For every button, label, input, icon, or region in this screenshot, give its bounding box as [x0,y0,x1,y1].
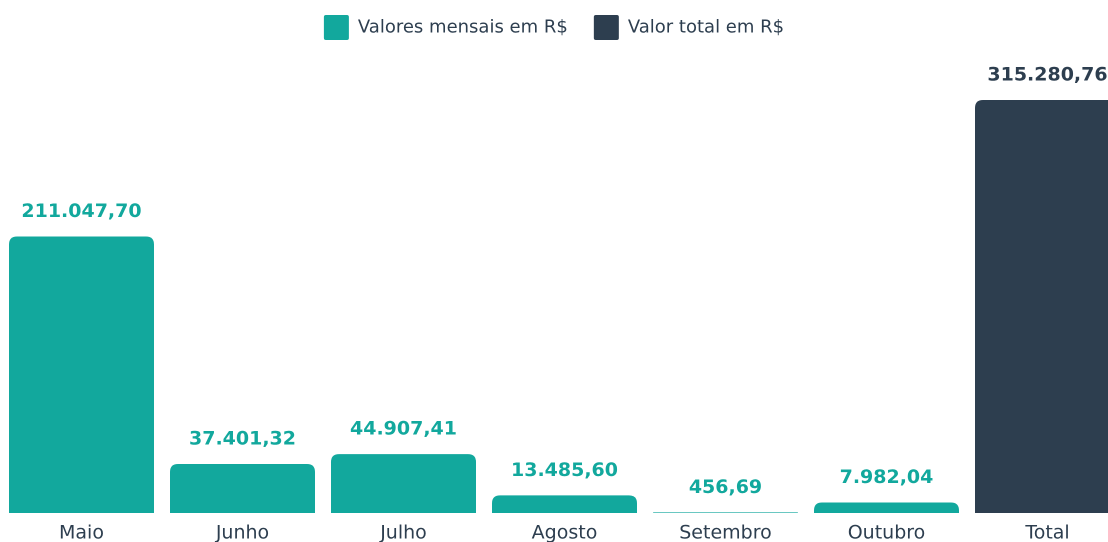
data-label: 211.047,70 [21,200,141,222]
x-tick-label: Julho [379,522,427,542]
bar [653,512,798,513]
bar [9,236,154,513]
legend-swatch [593,15,619,40]
data-label: 7.982,04 [840,466,934,488]
x-tick-label: Total [1024,522,1069,542]
data-label: 456,69 [689,476,762,498]
x-tick-label: Agosto [532,522,598,542]
bar [814,502,959,513]
bar [975,100,1108,513]
data-label: 13.485,60 [511,459,618,481]
data-label: 315.280,76 [987,64,1107,86]
x-tick-label: Junho [215,522,269,542]
legend-label: Valores mensais em R$ [358,17,568,38]
legend-swatch [323,15,349,40]
bar [492,495,637,513]
x-tick-label: Outubro [848,522,926,542]
data-label: 44.907,41 [350,418,457,440]
x-tick-label: Setembro [679,522,771,542]
legend-label: Valor total em R$ [628,17,784,38]
data-label: 37.401,32 [189,428,296,450]
x-tick-label: Maio [59,522,104,542]
legend: Valores mensais em R$ Valor total em R$ [323,15,784,40]
bar [331,454,476,513]
bar [170,464,315,513]
